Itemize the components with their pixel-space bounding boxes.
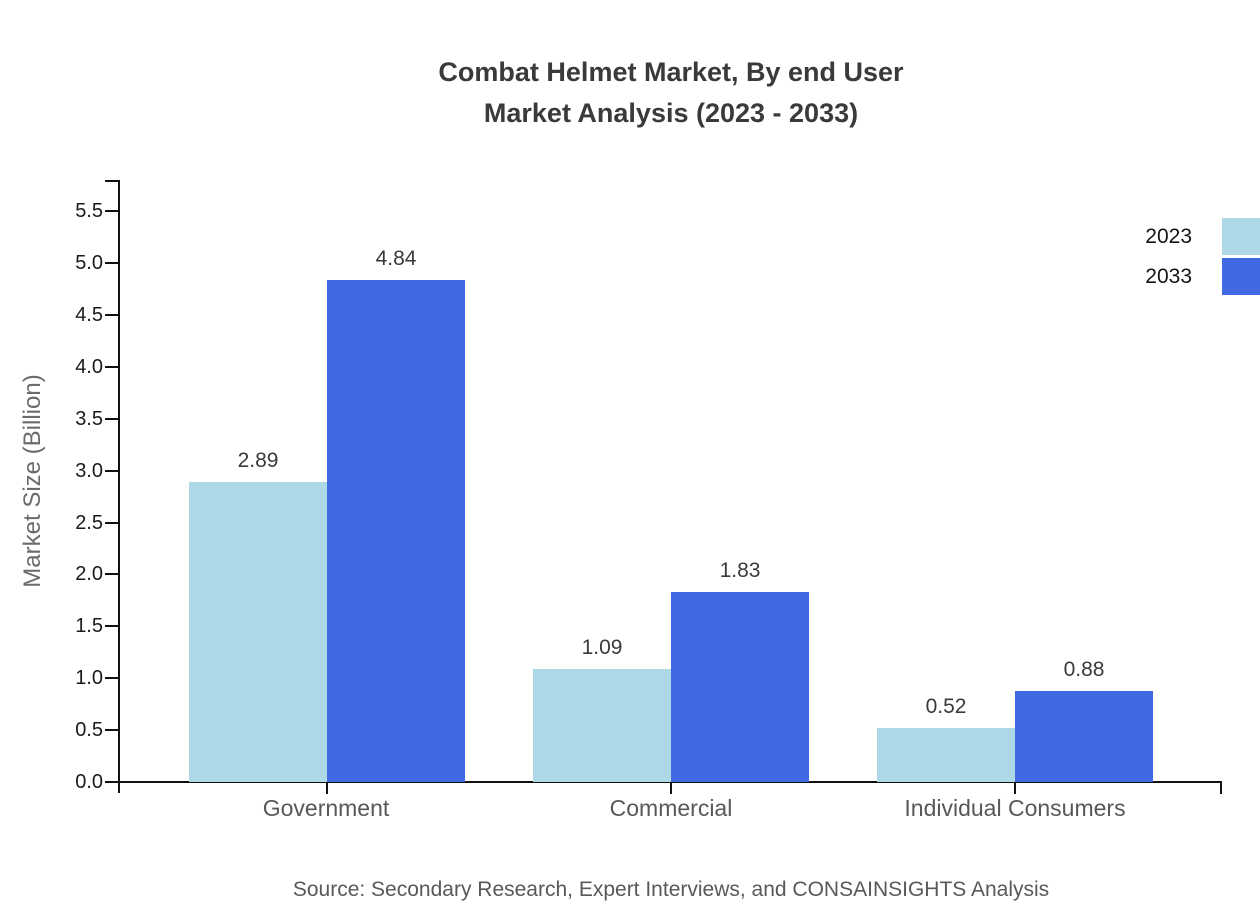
y-axis-end-tick [105,180,118,182]
source-note: Source: Secondary Research, Expert Inter… [292,878,1050,901]
bar-value-label: 0.52 [925,695,967,718]
chart-title-line1: Combat Helmet Market, By end User [438,57,904,87]
legend-swatch-2033 [1222,258,1260,295]
y-tick-label: 4.5 [75,304,103,326]
x-tick-mark [326,781,328,794]
legend-row: 2033 [1145,258,1260,295]
chart-title: Combat Helmet Market, By end User Market… [120,52,1222,134]
y-tick-label: 5.5 [75,200,103,222]
bar-value-label: 4.84 [375,247,417,270]
bar-value-label: 1.83 [719,559,761,582]
y-tick-label: 1.0 [75,667,103,689]
x-tick-mark [670,781,672,794]
legend-row: 2023 [1145,218,1260,255]
y-tick-label: 0.5 [75,719,103,741]
y-tick-label: 3.0 [75,460,103,482]
x-axis-end-tick [1220,781,1222,794]
bar-2033 [1015,691,1153,782]
legend-label: 2023 [1145,224,1192,248]
y-tick-mark [105,625,118,627]
y-tick-mark [105,781,118,783]
bar-2023 [189,482,327,782]
y-tick-label: 1.5 [75,615,103,637]
y-tick-mark [105,210,118,212]
y-tick-label: 2.0 [75,563,103,585]
chart-title-line2: Market Analysis (2023 - 2033) [483,98,859,128]
y-axis-spine [118,180,120,793]
y-tick-label: 5.0 [75,252,103,274]
bar-2033 [327,280,465,782]
y-tick-mark [105,470,118,472]
y-tick-label: 0.0 [75,771,103,793]
y-tick-label: 4.0 [75,356,103,378]
category-label: Individual Consumers [904,795,1126,821]
y-tick-label: 3.5 [75,408,103,430]
y-tick-mark [105,366,118,368]
bar-value-label: 1.09 [581,636,623,659]
y-tick-mark [105,729,118,731]
category-label: Government [262,795,390,821]
bar-2023 [877,728,1015,782]
bar-value-label: 0.88 [1063,658,1105,681]
legend-label: 2033 [1145,264,1192,288]
y-tick-mark [105,522,118,524]
y-tick-mark [105,677,118,679]
bar-2033 [671,592,809,782]
y-tick-mark [105,418,118,420]
y-tick-mark [105,573,118,575]
legend: 2023 2033 [1145,218,1260,298]
y-tick-mark [105,262,118,264]
y-tick-mark [105,314,118,316]
bar-value-label: 2.89 [237,449,279,472]
y-tick-label: 2.5 [75,512,103,534]
bar-2023 [533,669,671,782]
legend-swatch-2023 [1222,218,1260,255]
x-tick-mark [1014,781,1016,794]
category-label: Commercial [609,795,733,821]
